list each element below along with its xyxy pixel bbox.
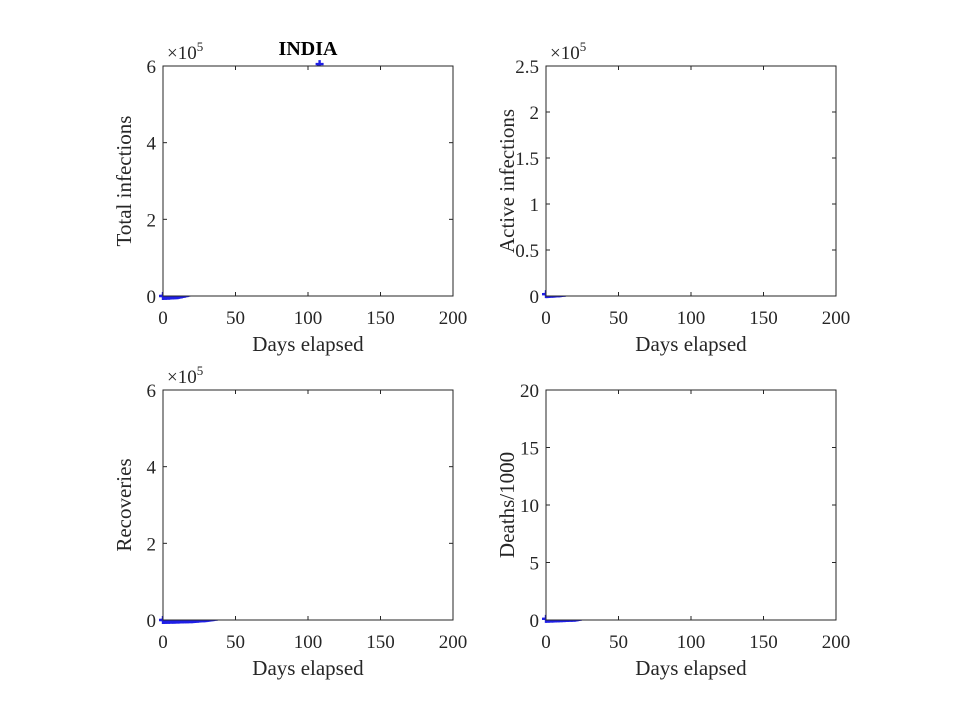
active-exponent-base: ×10 (550, 43, 580, 64)
active-axes-box (545, 65, 837, 297)
total-xtick-label-3: 150 (366, 308, 395, 329)
active-ylabel: Active infections (495, 109, 519, 253)
deaths-ytick-label-2: 10 (520, 496, 539, 517)
total-ytick-label-1: 2 (147, 210, 157, 231)
deaths-axes-box (545, 389, 837, 621)
active-exponent-power: 5 (580, 39, 587, 54)
recoveries-ytick-label-1: 2 (147, 534, 157, 555)
recoveries-xtick-label-2: 100 (294, 632, 323, 653)
active-ytick-label-0: 0 (530, 287, 540, 308)
active-xtick-label-3: 150 (749, 308, 778, 329)
total-xtick-label-4: 200 (439, 308, 468, 329)
active-xtick-label-1: 50 (609, 308, 628, 329)
deaths-xlabel: Days elapsed (635, 656, 747, 680)
recoveries-exponent-base: ×10 (167, 367, 197, 388)
deaths-xtick-label-4: 200 (822, 632, 851, 653)
deaths-xtick-label-1: 50 (609, 632, 628, 653)
active-ytick-label-4: 2 (530, 103, 540, 124)
deaths-xtick-label-2: 100 (677, 632, 706, 653)
recoveries-xtick-label-0: 0 (158, 632, 168, 653)
active-xtick-label-4: 200 (822, 308, 851, 329)
deaths-xtick-label-3: 150 (749, 632, 778, 653)
deaths-ytick-label-3: 15 (520, 439, 539, 460)
recoveries-exponent-power: 5 (197, 363, 204, 378)
recoveries-ytick-label-3: 6 (147, 381, 157, 402)
recoveries-xtick-label-4: 200 (439, 632, 468, 653)
total-ylabel: Total infections (112, 116, 136, 247)
total-xtick-label-0: 0 (158, 308, 168, 329)
recoveries-exponent-label: ×105 (167, 363, 203, 388)
total-ytick-label-0: 0 (147, 287, 157, 308)
total-ytick-label-2: 4 (147, 134, 157, 155)
deaths-ytick-label-1: 5 (530, 554, 540, 575)
recoveries-xlabel: Days elapsed (252, 656, 364, 680)
active-exponent-label: ×105 (550, 39, 586, 64)
recoveries-ytick-label-2: 4 (147, 458, 157, 479)
total-exponent-label: ×105 (167, 39, 203, 64)
total-exponent-base: ×10 (167, 43, 197, 64)
active-xlabel: Days elapsed (635, 332, 747, 356)
active-xtick-label-0: 0 (541, 308, 551, 329)
total-panel: AMJJAS0501001502000246Days elapsedTotal … (112, 38, 467, 356)
recoveries-xtick-label-3: 150 (366, 632, 395, 653)
recoveries-xtick-label-1: 50 (226, 632, 245, 653)
figure-title: INDIA (279, 38, 338, 60)
recoveries-ylabel: Recoveries (112, 458, 136, 551)
deaths-xtick-label-0: 0 (541, 632, 551, 653)
recoveries-axes-box (162, 389, 454, 621)
active-xtick-label-2: 100 (677, 308, 706, 329)
total-xlabel: Days elapsed (252, 332, 364, 356)
total-axes-box (162, 65, 454, 297)
deaths-ytick-label-0: 0 (530, 611, 540, 632)
active-ytick-label-3: 1.5 (515, 149, 539, 170)
deaths-panel: AMJJAS05010015020005101520Days elapsedDe… (495, 381, 850, 680)
deaths-ylabel: Deaths/1000 (495, 452, 519, 558)
active-ytick-label-1: 0.5 (515, 241, 539, 262)
total-ytick-label-3: 6 (147, 57, 157, 78)
total-xtick-label-2: 100 (294, 308, 323, 329)
deaths-ytick-label-4: 20 (520, 381, 539, 402)
recoveries-ytick-label-0: 0 (147, 611, 157, 632)
recoveries-panel: AMJJAS0501001502000246Days elapsedRecove… (112, 363, 467, 680)
active-ytick-label-2: 1 (530, 195, 540, 216)
total-exponent-power: 5 (197, 39, 204, 54)
active-ytick-label-5: 2.5 (515, 57, 539, 78)
total-xtick-label-1: 50 (226, 308, 245, 329)
